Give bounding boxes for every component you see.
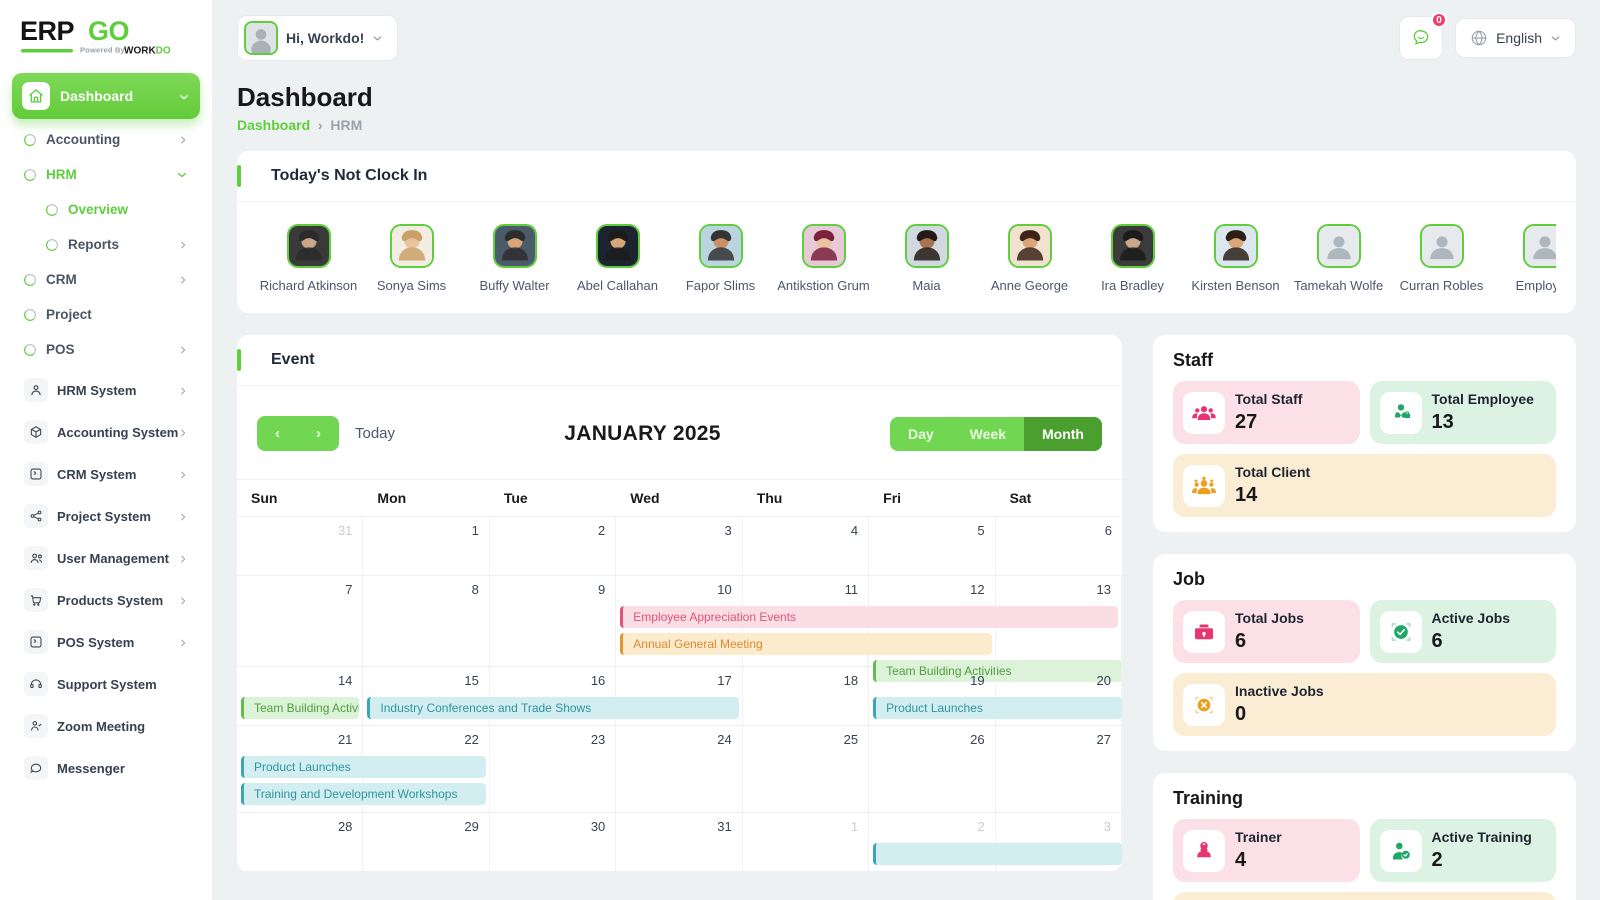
svg-text:WORKDO: WORKDO: [124, 45, 171, 56]
svg-text:ERP: ERP: [20, 16, 75, 46]
svg-text:Powered By: Powered By: [80, 46, 126, 55]
svg-text:GO: GO: [88, 16, 129, 46]
